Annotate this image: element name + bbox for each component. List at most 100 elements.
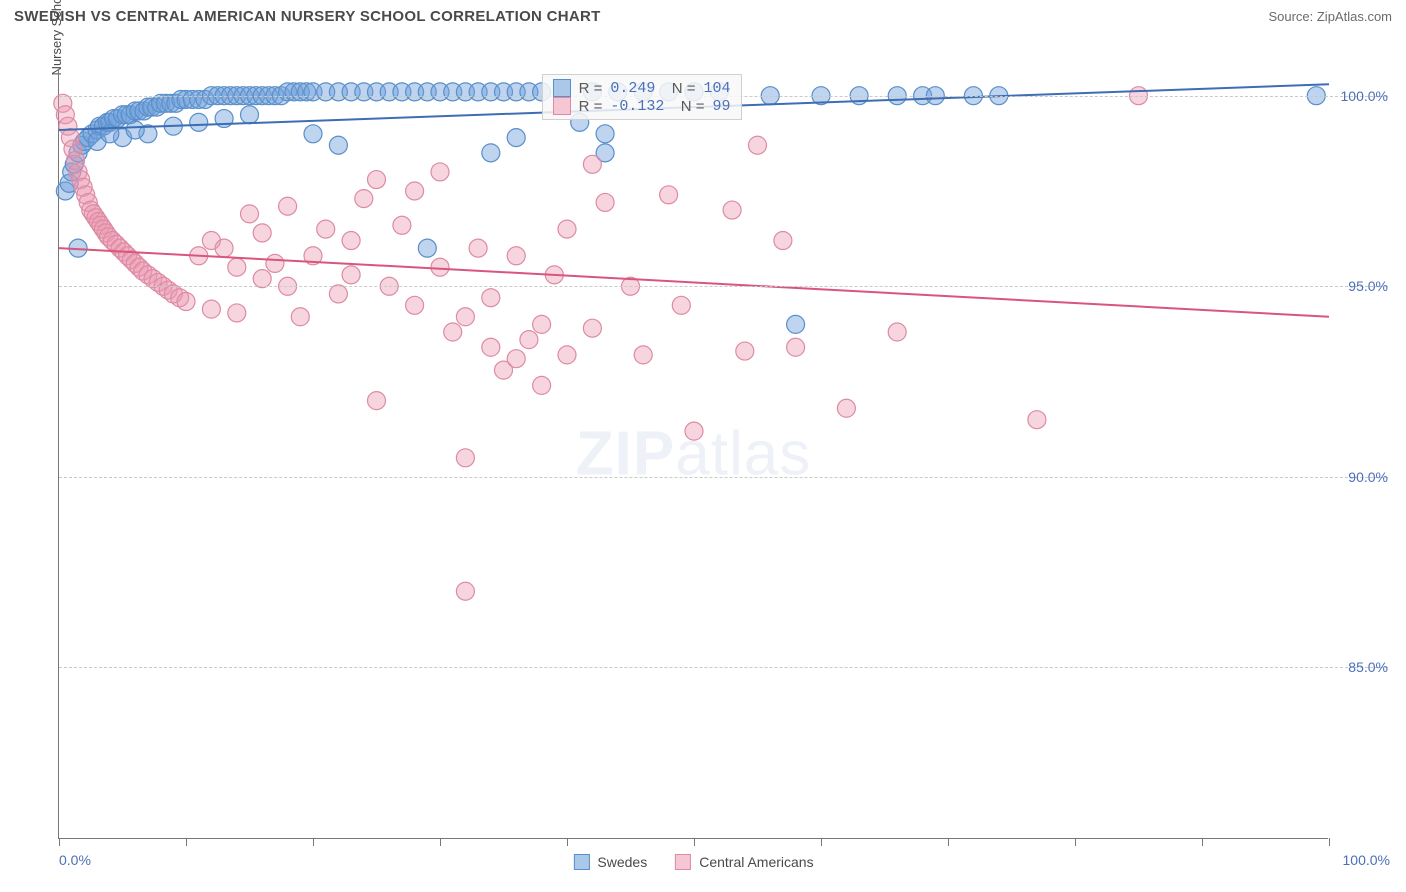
data-point	[431, 163, 449, 181]
data-point	[355, 190, 373, 208]
x-axis-min-label: 0.0%	[59, 852, 91, 868]
data-point	[431, 258, 449, 276]
correlation-swatch-icon	[553, 79, 571, 97]
legend-swatch-icon	[675, 854, 691, 870]
data-point	[533, 315, 551, 333]
data-point	[723, 201, 741, 219]
data-point	[507, 247, 525, 265]
data-point	[253, 224, 271, 242]
data-point	[406, 182, 424, 200]
correlation-box: R = 0.249 N = 104R = -0.132 N = 99	[542, 74, 742, 120]
data-point	[228, 258, 246, 276]
chart-title: SWEDISH VS CENTRAL AMERICAN NURSERY SCHO…	[14, 8, 601, 25]
data-point	[456, 449, 474, 467]
x-tick	[1202, 838, 1203, 846]
x-tick	[1075, 838, 1076, 846]
data-point	[469, 239, 487, 257]
x-tick	[821, 838, 822, 846]
data-point	[368, 171, 386, 189]
legend: Swedes Central Americans	[573, 854, 813, 870]
corr-r-value: 0.249	[610, 80, 655, 97]
x-axis-max-label: 100.0%	[1343, 852, 1390, 868]
y-axis-label: Nursery School	[49, 0, 64, 75]
legend-label: Central Americans	[699, 854, 813, 870]
data-point	[253, 270, 271, 288]
data-point	[456, 582, 474, 600]
legend-item: Swedes	[573, 854, 647, 870]
x-tick	[313, 838, 314, 846]
x-tick	[440, 838, 441, 846]
data-point	[393, 216, 411, 234]
scatter-plot-svg	[59, 69, 1329, 839]
data-point	[215, 239, 233, 257]
data-point	[126, 121, 144, 139]
x-tick	[1329, 838, 1330, 846]
data-point	[329, 285, 347, 303]
data-point	[520, 331, 538, 349]
data-point	[342, 266, 360, 284]
data-point	[241, 205, 259, 223]
data-point	[368, 392, 386, 410]
correlation-swatch-icon	[553, 97, 571, 115]
data-point	[228, 304, 246, 322]
data-point	[482, 289, 500, 307]
data-point	[596, 193, 614, 211]
data-point	[406, 296, 424, 314]
data-point	[583, 319, 601, 337]
data-point	[685, 422, 703, 440]
y-tick-label: 85.0%	[1333, 659, 1388, 675]
data-point	[304, 125, 322, 143]
data-point	[342, 232, 360, 250]
y-tick-label: 95.0%	[1333, 278, 1388, 294]
data-point	[266, 254, 284, 272]
data-point	[672, 296, 690, 314]
data-point	[888, 323, 906, 341]
data-point	[558, 220, 576, 238]
data-point	[558, 346, 576, 364]
y-tick-label: 90.0%	[1333, 469, 1388, 485]
data-point	[774, 232, 792, 250]
data-point	[241, 106, 259, 124]
corr-n-value: 99	[712, 98, 730, 115]
data-point	[507, 350, 525, 368]
y-tick-label: 100.0%	[1333, 88, 1388, 104]
legend-swatch-icon	[573, 854, 589, 870]
data-point	[634, 346, 652, 364]
data-point	[279, 197, 297, 215]
data-point	[787, 338, 805, 356]
data-point	[507, 129, 525, 147]
data-point	[533, 376, 551, 394]
data-point	[177, 293, 195, 311]
data-point	[583, 155, 601, 173]
data-point	[291, 308, 309, 326]
data-point	[317, 220, 335, 238]
data-point	[202, 300, 220, 318]
legend-item: Central Americans	[675, 854, 813, 870]
source-label: Source: ZipAtlas.com	[1268, 9, 1392, 24]
x-tick	[186, 838, 187, 846]
trend-line	[59, 248, 1329, 317]
data-point	[444, 323, 462, 341]
data-point	[736, 342, 754, 360]
grid-line	[59, 667, 1388, 668]
x-tick	[567, 838, 568, 846]
data-point	[787, 315, 805, 333]
grid-line	[59, 477, 1388, 478]
data-point	[1028, 411, 1046, 429]
correlation-row: R = -0.132 N = 99	[553, 97, 731, 115]
plot-area: ZIPatlas 85.0%90.0%95.0%100.0% 0.0% 100.…	[58, 69, 1328, 839]
corr-r-value: -0.132	[610, 98, 664, 115]
data-point	[482, 338, 500, 356]
correlation-row: R = 0.249 N = 104	[553, 79, 731, 97]
data-point	[190, 113, 208, 131]
data-point	[837, 399, 855, 417]
corr-n-value: 104	[703, 80, 730, 97]
legend-label: Swedes	[597, 854, 647, 870]
x-tick	[694, 838, 695, 846]
grid-line	[59, 286, 1388, 287]
data-point	[418, 239, 436, 257]
x-tick	[59, 838, 60, 846]
x-tick	[948, 838, 949, 846]
data-point	[456, 308, 474, 326]
data-point	[482, 144, 500, 162]
